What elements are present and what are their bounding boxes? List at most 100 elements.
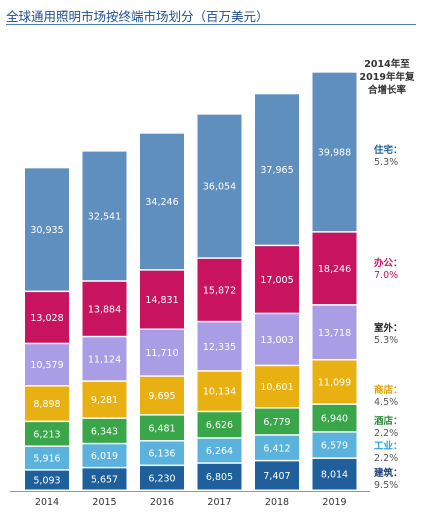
cagr-item: 建筑： 9.5%	[374, 468, 403, 492]
bar-value-label: 5,916	[33, 454, 60, 465]
bar-value-label: 6,626	[206, 420, 233, 431]
bar-segment	[140, 270, 184, 329]
bar-value-label: 5,093	[33, 476, 60, 487]
bar-segment	[82, 418, 127, 443]
x-tick-label: 2016	[150, 497, 174, 508]
bar-segment	[312, 360, 357, 404]
cagr-series-name: 办公：	[374, 258, 403, 269]
cagr-value: 4.5%	[374, 397, 399, 408]
cagr-value: 2.2%	[374, 453, 399, 464]
bar-segment	[312, 404, 357, 432]
bar-value-label: 6,805	[206, 472, 233, 483]
bar-segment	[312, 458, 357, 490]
bar-segment	[82, 281, 127, 336]
cagr-series-name: 建筑：	[374, 468, 403, 479]
bar-segment	[255, 314, 299, 365]
cagr-value: 5.3%	[374, 157, 399, 168]
bar-value-label: 6,343	[91, 426, 118, 437]
chart-title: 全球通用照明市场按终端市场划分（百万美元）	[6, 9, 269, 24]
cagr-series-name: 工业：	[374, 441, 403, 452]
bar-value-label: 6,779	[263, 417, 290, 428]
bar-value-label: 6,579	[321, 441, 348, 452]
bar-value-label: 37,965	[260, 165, 293, 176]
bar-segment	[255, 461, 299, 490]
bar-segment	[197, 322, 242, 371]
bar-segment	[197, 258, 242, 321]
bar-segment	[25, 344, 69, 386]
bar-segment	[140, 441, 184, 465]
bar-value-label: 6,230	[148, 473, 175, 484]
bar-value-label: 30,935	[30, 225, 63, 236]
bar-segment	[255, 366, 299, 408]
bar-value-label: 11,099	[318, 377, 351, 388]
bar-segment	[312, 72, 357, 232]
cagr-item: 住宅： 5.3%	[374, 145, 403, 169]
bar-segment	[312, 432, 357, 458]
bar-segment	[255, 408, 299, 435]
bar-segment	[255, 246, 299, 313]
bar-value-label: 6,213	[33, 429, 60, 440]
bar-value-label: 13,884	[88, 304, 121, 315]
bar-segment	[25, 386, 69, 421]
bar-value-label: 10,601	[260, 382, 293, 393]
title-underline	[6, 24, 416, 25]
bar-value-label: 5,657	[91, 474, 118, 485]
bar-segment	[197, 114, 242, 258]
bar-value-label: 7,407	[263, 471, 290, 482]
bar-value-label: 9,695	[148, 391, 175, 402]
bar-segment	[140, 133, 184, 270]
bar-value-label: 18,246	[318, 264, 351, 275]
cagr-value: 2.2%	[374, 428, 399, 439]
bar-segment	[312, 305, 357, 359]
cagr-item: 商店： 4.5%	[374, 385, 403, 409]
bar-segment	[25, 446, 69, 470]
cagr-item: 办公： 7.0%	[374, 258, 403, 282]
bar-value-label: 34,246	[145, 197, 178, 208]
bar-value-label: 6,136	[148, 449, 175, 460]
bar-value-label: 6,481	[148, 423, 175, 434]
cagr-item: 酒店： 2.2%	[374, 416, 403, 440]
bar-segment	[140, 415, 184, 441]
bar-value-label: 11,124	[88, 354, 121, 365]
legend-title: 2014年至2019年年复合增长率	[359, 59, 415, 96]
bar-value-label: 39,988	[318, 147, 351, 158]
bar-segment	[25, 470, 69, 490]
bar-value-label: 10,134	[203, 387, 236, 398]
bar-segment	[82, 337, 127, 381]
bar-value-label: 8,014	[321, 470, 348, 481]
bar-value-label: 17,005	[260, 275, 293, 286]
cagr-series-name: 酒店：	[374, 416, 403, 427]
x-tick-label: 2019	[322, 497, 346, 508]
bar-value-label: 15,872	[203, 285, 236, 296]
bar-value-label: 13,718	[318, 328, 351, 339]
bar-value-label: 10,579	[30, 360, 63, 371]
cagr-series-name: 室外：	[374, 323, 403, 334]
bar-value-label: 8,898	[33, 399, 60, 410]
x-tick-label: 2015	[92, 497, 116, 508]
bar-segment	[25, 168, 69, 291]
bar-value-label: 14,831	[145, 295, 178, 306]
bar-segment	[140, 466, 184, 490]
bar-value-label: 36,054	[203, 181, 236, 192]
cagr-item: 工业： 2.2%	[374, 441, 403, 465]
bar-segment	[140, 376, 184, 415]
bar-value-label: 13,028	[30, 313, 63, 324]
bar-value-label: 9,281	[91, 395, 118, 406]
bar-value-label: 6,264	[206, 446, 233, 457]
bar-segment	[82, 444, 127, 467]
bar-value-label: 32,541	[88, 211, 121, 222]
cagr-series-name: 住宅：	[374, 145, 403, 156]
bar-value-label: 6,940	[321, 413, 348, 424]
x-tick-label: 2014	[35, 497, 59, 508]
bar-segment	[25, 292, 69, 343]
x-tick-label: 2018	[265, 497, 289, 508]
bar-value-label: 13,003	[260, 335, 293, 346]
cagr-value: 9.5%	[374, 480, 399, 491]
cagr-value: 5.3%	[374, 335, 399, 346]
bar-segment	[197, 438, 242, 463]
bar-segment	[197, 371, 242, 411]
x-tick-label: 2017	[207, 497, 231, 508]
bar-segment	[82, 468, 127, 490]
bar-segment	[197, 412, 242, 438]
